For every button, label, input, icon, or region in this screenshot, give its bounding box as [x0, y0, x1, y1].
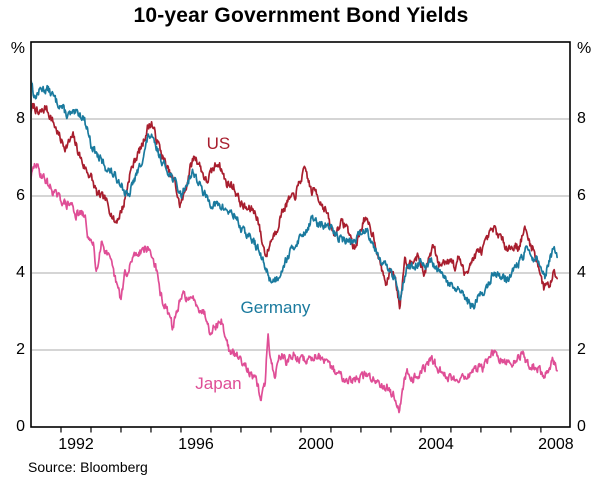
series-label-japan: Japan: [195, 373, 242, 393]
y-axis-label-left-8: 8: [16, 110, 25, 127]
y-axis-label-left-0: 0: [16, 418, 25, 435]
chart-title: 10-year Government Bond Yields: [133, 4, 469, 27]
y-axis-label-left-2: 2: [16, 341, 25, 358]
x-axis-label-2008: 2008: [538, 436, 574, 453]
y-axis-label-right-4: 4: [577, 264, 586, 281]
plot-frame: [30, 41, 571, 428]
y-axis-unit-left: %: [10, 40, 25, 57]
y-axis-label-right-2: 2: [577, 341, 586, 358]
x-axis-label-1996: 1996: [178, 436, 214, 453]
y-axis-label-left-6: 6: [16, 187, 25, 204]
y-axis-unit-right: %: [577, 40, 592, 57]
x-axis-label-2000: 2000: [298, 436, 334, 453]
series-line-germany: [31, 80, 558, 310]
series-line-us: [31, 102, 558, 310]
y-axis-label-right-8: 8: [577, 110, 586, 127]
y-axis-label-left-4: 4: [16, 264, 25, 281]
x-axis-label-2004: 2004: [418, 436, 454, 453]
y-axis-label-right-6: 6: [577, 187, 586, 204]
series-label-germany: Germany: [240, 297, 311, 317]
source-note: Source: Bloomberg: [28, 459, 148, 475]
series-label-us: US: [206, 134, 231, 154]
series-line-japan: [31, 162, 558, 414]
x-axis-label-1992: 1992: [58, 436, 94, 453]
y-axis-label-right-0: 0: [577, 418, 586, 435]
